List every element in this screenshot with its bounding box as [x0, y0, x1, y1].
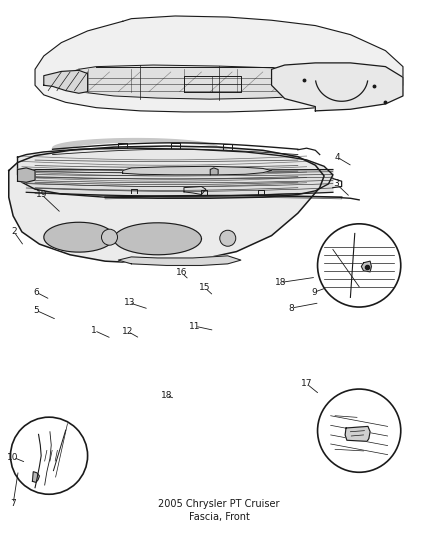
Text: 3: 3 [333, 180, 339, 188]
Text: 12: 12 [122, 327, 134, 336]
Text: 2: 2 [11, 228, 17, 236]
Text: 11: 11 [189, 322, 201, 330]
Text: 17: 17 [301, 379, 312, 388]
Text: 8: 8 [288, 304, 294, 312]
Text: 6: 6 [33, 288, 39, 296]
Text: 19: 19 [36, 190, 47, 199]
Polygon shape [9, 146, 324, 263]
Polygon shape [32, 472, 39, 482]
Circle shape [102, 229, 117, 245]
Text: 18: 18 [275, 278, 286, 287]
Text: 7: 7 [10, 499, 16, 508]
Circle shape [11, 417, 88, 494]
Text: 15: 15 [199, 284, 211, 292]
Polygon shape [18, 168, 35, 182]
Polygon shape [26, 169, 333, 196]
Text: 18: 18 [161, 391, 172, 400]
Polygon shape [210, 168, 218, 175]
Polygon shape [118, 256, 241, 265]
Polygon shape [35, 16, 403, 112]
Text: 2005 Chrysler PT Cruiser
Fascia, Front: 2005 Chrysler PT Cruiser Fascia, Front [158, 499, 280, 522]
Polygon shape [123, 166, 272, 175]
Polygon shape [114, 223, 201, 255]
Text: 1: 1 [91, 326, 97, 335]
Text: 5: 5 [33, 306, 39, 314]
Polygon shape [44, 70, 88, 93]
Polygon shape [53, 139, 228, 151]
Text: 10: 10 [7, 453, 19, 462]
Polygon shape [345, 426, 370, 441]
Text: 4: 4 [335, 153, 340, 161]
Text: 9: 9 [311, 288, 318, 296]
Polygon shape [272, 63, 403, 111]
Text: 13: 13 [124, 298, 135, 307]
Polygon shape [18, 148, 333, 198]
Circle shape [318, 389, 401, 472]
Polygon shape [61, 65, 359, 99]
Circle shape [220, 230, 236, 246]
Circle shape [318, 224, 401, 307]
Text: 16: 16 [176, 269, 187, 277]
Polygon shape [44, 222, 114, 252]
Polygon shape [361, 261, 371, 272]
